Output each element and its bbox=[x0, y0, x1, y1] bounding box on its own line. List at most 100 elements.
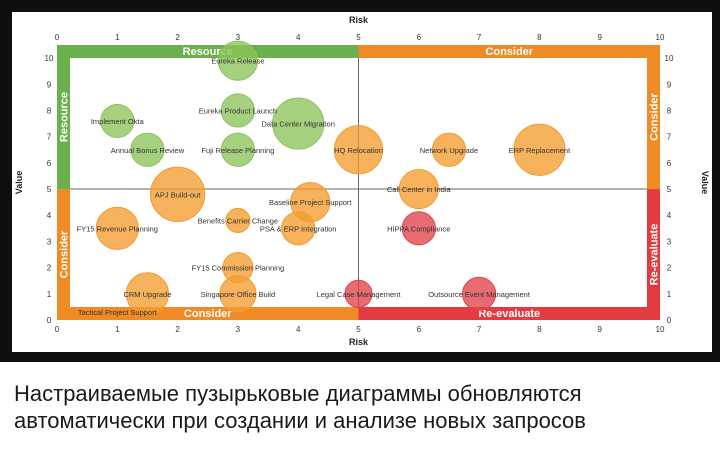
band-top-left bbox=[57, 45, 359, 58]
bubble-label: Tactical Project Support bbox=[78, 308, 158, 317]
bubble-label: Benefits Carrier Change bbox=[198, 216, 278, 225]
y-tick-right: 4 bbox=[667, 211, 672, 220]
x-axis-title-bottom: Risk bbox=[349, 337, 369, 347]
bubble bbox=[431, 132, 467, 167]
y-tick-left: 0 bbox=[47, 316, 52, 325]
bubble-label: Fuji Release Planning bbox=[201, 146, 274, 155]
zone-label-bottom-right: Re-evaluate bbox=[478, 308, 540, 320]
bubble bbox=[513, 123, 566, 176]
bubble bbox=[130, 132, 165, 167]
x-tick-top: 3 bbox=[236, 33, 241, 42]
y-axis-title-right: Value bbox=[700, 171, 710, 195]
bubble-label: ERP Replacement bbox=[509, 146, 571, 155]
bubble bbox=[100, 103, 135, 139]
bubble-label: Legal Case Management bbox=[317, 290, 402, 299]
bubble-label: Call Center in India bbox=[387, 185, 452, 194]
bubble-label: Singapore Office Build bbox=[201, 290, 276, 299]
chart-caption: Настраиваемые пузырьковые диаграммы обно… bbox=[14, 380, 714, 434]
y-tick-right: 10 bbox=[665, 54, 674, 63]
x-tick-top: 6 bbox=[417, 33, 422, 42]
chart-frame: Resource Consider Consider Re-evaluate Resou… bbox=[0, 0, 720, 362]
bubble bbox=[125, 272, 170, 316]
x-tick-bottom: 6 bbox=[417, 325, 422, 334]
bubble bbox=[272, 97, 325, 150]
band-left-lower bbox=[57, 189, 70, 320]
x-tick-bottom: 0 bbox=[55, 325, 60, 334]
band-bottom-left bbox=[57, 307, 359, 320]
y-tick-right: 0 bbox=[667, 316, 672, 325]
bubble-label: Annual Bonus Review bbox=[111, 146, 185, 155]
y-tick-left: 10 bbox=[45, 54, 54, 63]
y-tick-right: 8 bbox=[667, 106, 672, 115]
bubble-label: PSA & ERP Integration bbox=[260, 224, 337, 233]
bubble bbox=[401, 211, 436, 246]
y-tick-left: 6 bbox=[47, 159, 52, 168]
y-tick-left: 3 bbox=[47, 237, 52, 246]
bubble bbox=[220, 132, 255, 167]
x-tick-bottom: 2 bbox=[175, 325, 180, 334]
bubble bbox=[333, 125, 384, 175]
x-tick-top: 7 bbox=[477, 33, 482, 42]
zone-label-left-lower: Consider bbox=[59, 230, 71, 278]
x-tick-top: 8 bbox=[537, 33, 542, 42]
x-tick-bottom: 1 bbox=[115, 325, 120, 334]
bubble bbox=[225, 207, 251, 234]
bubble-label: Baseline Project Support bbox=[269, 198, 352, 207]
bubble bbox=[398, 168, 439, 210]
x-tick-bottom: 7 bbox=[477, 325, 482, 334]
x-tick-bottom: 3 bbox=[236, 325, 241, 334]
caption-line-1: Настраиваемые пузырьковые диаграммы обно… bbox=[14, 381, 582, 406]
y-tick-right: 1 bbox=[667, 290, 672, 299]
band-right-lower bbox=[647, 189, 660, 320]
x-tick-top: 0 bbox=[55, 33, 60, 42]
bubble-label: HIPPA Compliance bbox=[387, 224, 450, 233]
zone-label-right-upper: Consider bbox=[649, 92, 661, 140]
x-tick-bottom: 10 bbox=[656, 325, 665, 334]
bubble-label: Eureka Release bbox=[211, 57, 264, 66]
x-axis-title-top: Risk bbox=[349, 15, 369, 25]
x-tick-top: 2 bbox=[175, 33, 180, 42]
bubble bbox=[219, 275, 257, 313]
bubble-chart-card: Resource Consider Consider Re-evaluate Resou… bbox=[12, 12, 712, 352]
bubble bbox=[462, 276, 497, 311]
band-bottom-right bbox=[358, 307, 660, 320]
bubble-label: HQ Relocation bbox=[334, 146, 383, 155]
bubble-label: Implement Okta bbox=[91, 117, 145, 126]
bubble-label: Outsource Event Management bbox=[428, 290, 531, 299]
y-tick-right: 2 bbox=[667, 264, 672, 273]
x-tick-top: 10 bbox=[656, 33, 665, 42]
y-tick-right: 9 bbox=[667, 80, 672, 89]
y-tick-left: 5 bbox=[47, 185, 52, 194]
y-tick-right: 6 bbox=[667, 159, 672, 168]
x-tick-top: 4 bbox=[296, 33, 301, 42]
bubble-label: FY15 Commission Planning bbox=[192, 264, 285, 273]
y-tick-right: 7 bbox=[667, 133, 672, 142]
x-tick-bottom: 4 bbox=[296, 325, 301, 334]
bubble bbox=[95, 206, 139, 250]
x-tick-top: 5 bbox=[356, 33, 361, 42]
x-tick-bottom: 5 bbox=[356, 325, 361, 334]
band-right-upper bbox=[647, 45, 660, 190]
y-tick-left: 1 bbox=[47, 290, 52, 299]
bubble-label: APJ Build-out bbox=[155, 190, 201, 199]
bubble bbox=[220, 93, 255, 128]
y-tick-left: 8 bbox=[47, 106, 52, 115]
y-tick-right: 5 bbox=[667, 185, 672, 194]
zone-label-left-upper: Resource bbox=[59, 92, 71, 142]
x-tick-bottom: 8 bbox=[537, 325, 542, 334]
y-tick-left: 4 bbox=[47, 211, 52, 220]
y-tick-left: 9 bbox=[47, 80, 52, 89]
y-tick-left: 7 bbox=[47, 133, 52, 142]
y-tick-right: 3 bbox=[667, 237, 672, 246]
bubble-label: FY15 Revenue Planning bbox=[77, 224, 158, 233]
zone-label-bottom-left: Consider bbox=[184, 308, 232, 320]
zone-label-top-right: Consider bbox=[485, 46, 533, 58]
y-tick-left: 2 bbox=[47, 264, 52, 273]
bubble-label: Network Upgrade bbox=[420, 146, 478, 155]
y-axis-title-left: Value bbox=[14, 171, 24, 195]
x-tick-top: 9 bbox=[597, 33, 602, 42]
bubble bbox=[344, 279, 373, 308]
x-tick-bottom: 9 bbox=[597, 325, 602, 334]
bubble bbox=[281, 211, 316, 246]
band-left-upper bbox=[57, 45, 70, 190]
